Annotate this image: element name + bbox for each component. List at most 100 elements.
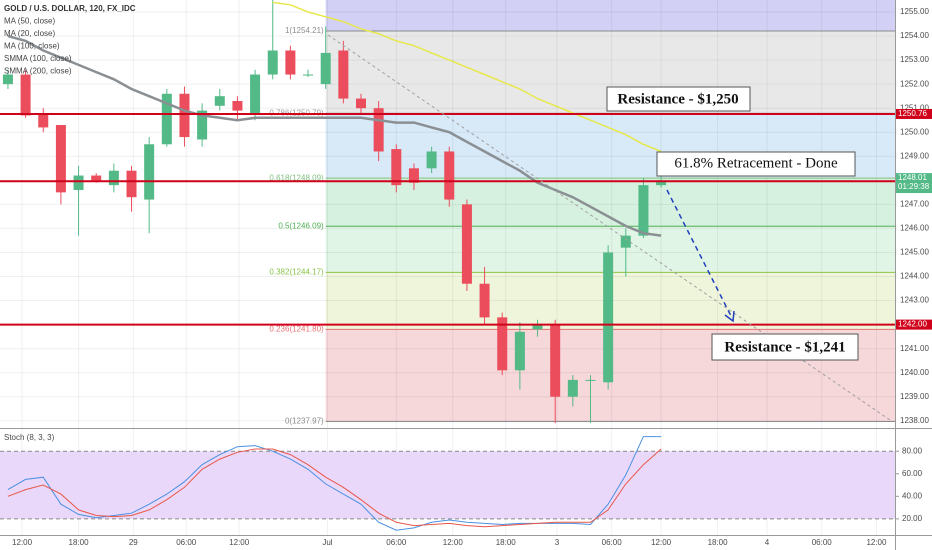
y-tick-label: 1245.00 (900, 248, 929, 257)
annotation: Resistance - $1,250 (606, 86, 751, 112)
candle-body (320, 52, 331, 85)
candle (38, 108, 49, 133)
legend-item: MA (50, close) (4, 17, 55, 26)
fib-label: 0.236(1241.80) (269, 325, 324, 334)
annotation-box (656, 151, 856, 177)
candle (638, 177, 649, 239)
x-tick-label: 06:00 (176, 538, 197, 547)
countdown: 01:29:38 (898, 182, 930, 191)
price-tag (896, 173, 932, 194)
candle (603, 245, 614, 390)
y-tick-label: 1253.00 (900, 55, 929, 64)
x-tick-label: 12:00 (443, 538, 464, 547)
candle (391, 144, 402, 193)
candle (620, 228, 631, 277)
ma-line (272, 1, 662, 153)
candle-body (514, 331, 525, 371)
main-pane: 1(1254.21) 0.786(1250.79) 0.618(1248.09) 0.… (0, 0, 895, 531)
arrow (666, 189, 735, 323)
candle (2, 69, 13, 89)
candle-body (620, 235, 631, 248)
candle-body (356, 98, 367, 109)
candle (144, 137, 155, 234)
candle-body (461, 204, 472, 284)
stoch-tick-label: 80.00 (902, 446, 923, 455)
candle (497, 312, 508, 376)
fib-label: 0(1237.97) (285, 417, 324, 426)
candle (303, 69, 314, 77)
candle-body (408, 168, 419, 183)
legend: GOLD / U.S. DOLLAR, 120, FX_IDC MA (50, c… (4, 4, 136, 76)
candle-body (638, 185, 649, 236)
stoch-band (0, 451, 895, 519)
annotation: Resistance - $1,241 (711, 333, 859, 361)
candle-body (550, 324, 561, 397)
y-tick-label: 1243.00 (900, 296, 929, 305)
candle-body (497, 317, 508, 371)
x-tick-label: 12:00 (866, 538, 887, 547)
x-tick-label: 29 (129, 538, 138, 547)
y-tick-label: 1250.00 (900, 127, 929, 136)
candle (567, 375, 578, 407)
candle (179, 86, 190, 147)
price-tag-label: 1248.01 (898, 173, 927, 182)
fib-zone (325, 178, 895, 227)
candle-body (391, 149, 402, 186)
candle-body (603, 252, 614, 383)
y-tick-label: 1238.00 (900, 416, 929, 425)
candle (479, 266, 490, 325)
candle-body (303, 74, 314, 76)
candle-body (585, 379, 596, 381)
candle-body (73, 175, 84, 190)
candle-body (267, 50, 278, 75)
candle-body (426, 151, 437, 169)
legend-item: MA (100, close) (4, 42, 60, 51)
candle (550, 319, 561, 424)
candle-body (250, 74, 261, 114)
candle (285, 45, 296, 80)
fib-label: 0.5(1246.09) (278, 221, 324, 230)
y-tick-label: 1239.00 (900, 392, 929, 401)
fib-label: 1(1254.21) (285, 26, 324, 35)
y-tick-label: 1247.00 (900, 199, 929, 208)
candle (426, 146, 437, 174)
stoch-line (7, 436, 662, 531)
fib-zone (325, 0, 895, 32)
y-tick-label: 1241.00 (900, 344, 929, 353)
candle (461, 199, 472, 291)
y-tick-label: 1254.00 (900, 31, 929, 40)
candle-body (232, 100, 243, 111)
level-tag (896, 319, 932, 330)
candle (408, 163, 419, 190)
candle-body (532, 324, 543, 330)
candle-body (373, 108, 384, 152)
level-tag-label: 1250.76 (898, 109, 927, 118)
stoch-tick-label: 60.00 (902, 469, 923, 478)
fib-label: 0.618(1248.09) (269, 173, 324, 182)
stoch-line (7, 448, 662, 528)
candle (161, 88, 172, 147)
candle-body (2, 74, 13, 85)
candle-body (197, 110, 208, 140)
candle-body (161, 93, 172, 145)
candle-body (214, 96, 225, 106)
candle-body (38, 113, 49, 128)
annotation-text: Resistance - $1,241 (724, 339, 845, 355)
legend-item: SMMA (100, close) (4, 54, 72, 63)
stoch-tick-label: 40.00 (902, 491, 923, 500)
y-tick-label: 1255.00 (900, 7, 929, 16)
candle (320, 26, 331, 89)
candle (126, 165, 137, 212)
y-tick-label: 1249.00 (900, 151, 929, 160)
x-tick-label: 06:00 (602, 538, 623, 547)
candle (373, 100, 384, 162)
y-tick-label: 1246.00 (900, 224, 929, 233)
annotation: 61.8% Retracement - Done (656, 151, 856, 177)
background-layer (0, 0, 895, 535)
y-tick-label: 1244.00 (900, 272, 929, 281)
candle-body (126, 170, 137, 198)
stoch-title: Stoch (8, 3, 3) (4, 433, 55, 442)
candle-body (91, 175, 102, 181)
x-tick-label: 06:00 (812, 538, 833, 547)
